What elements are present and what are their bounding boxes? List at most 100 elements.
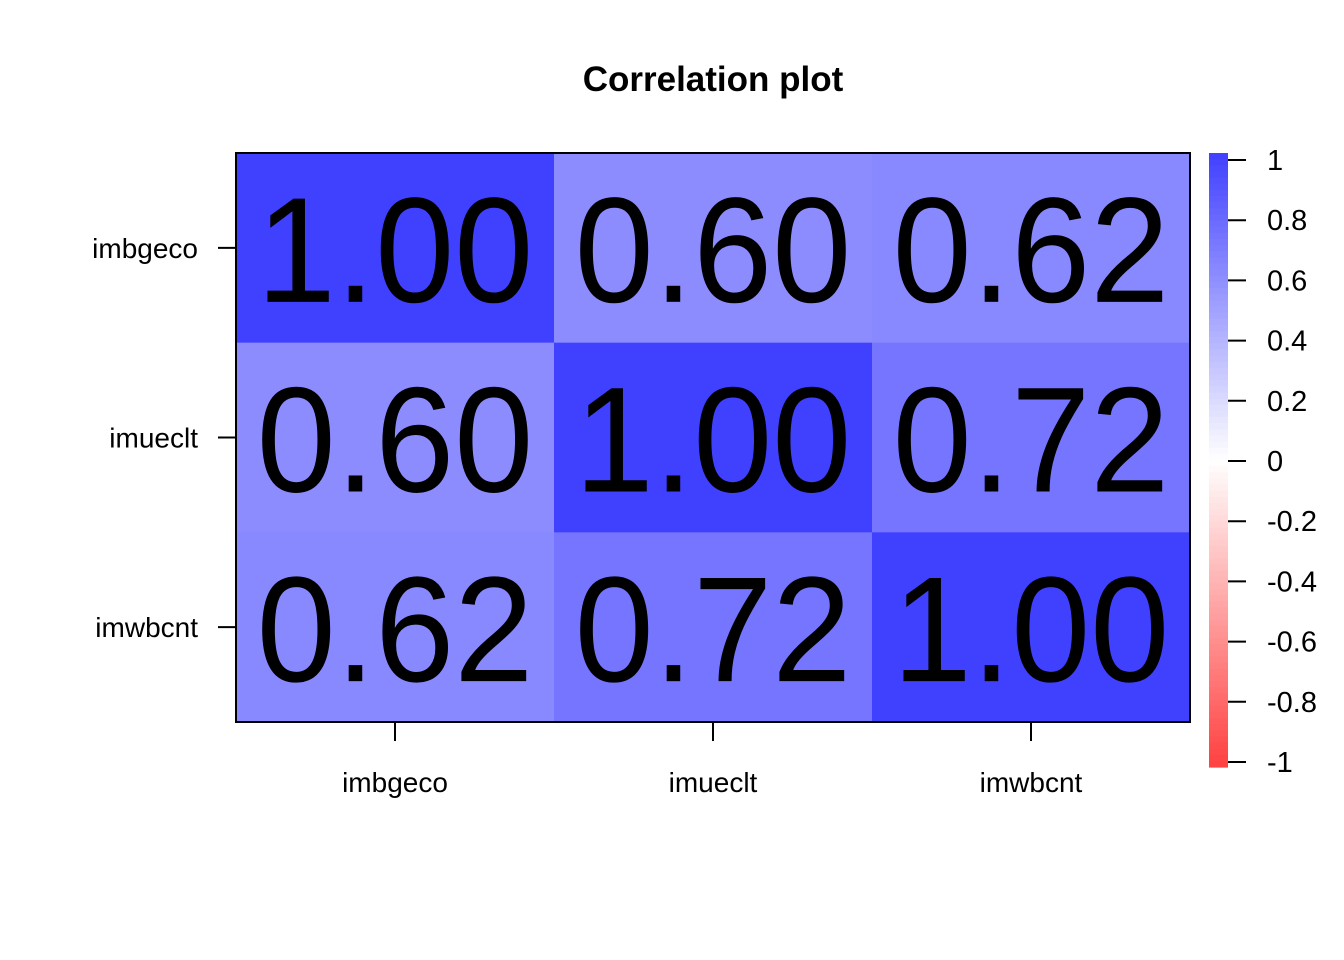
legend-color-step [1209,300,1228,308]
legend-color-step [1209,631,1228,639]
legend-color-step [1209,398,1228,406]
cell-value-label: 1.00 [893,545,1170,713]
legend-color-step [1209,558,1228,565]
legend-color-step [1209,386,1228,394]
legend-tick-label: 0.2 [1267,386,1307,418]
legend-color-step [1209,423,1228,430]
legend-color-step [1209,312,1228,320]
legend-color-step [1209,484,1228,492]
y-tick-label: imbgeco [92,233,198,264]
legend-color-step [1209,189,1228,197]
legend-tick-label: -0.4 [1267,566,1317,598]
legend-color-step [1209,159,1228,166]
legend-tick-label: 0 [1267,446,1283,478]
legend-color-step [1209,705,1228,713]
heatmap-cell [554,342,873,533]
cell-value-label: 0.72 [575,545,852,713]
legend-color-step [1209,410,1228,418]
legend-color-step [1209,183,1228,191]
legend-color-step [1209,165,1228,173]
legend-color-step [1209,742,1228,750]
legend-color-step [1209,251,1228,258]
legend-color-step [1209,595,1228,602]
legend-color-step [1209,208,1228,215]
legend-color-step [1209,711,1228,719]
legend-color-step [1209,662,1228,670]
legend-color-step [1209,730,1228,737]
legend-color-step [1209,294,1228,301]
legend-color-step [1209,306,1228,314]
legend-color-step [1209,650,1228,658]
legend-color-step [1209,226,1228,234]
legend-color-step [1209,717,1228,725]
legend-color-step [1209,380,1228,387]
heatmap-cell [872,342,1191,533]
legend-color-step [1209,674,1228,682]
legend-color-step [1209,502,1228,510]
legend-color-step [1209,447,1228,455]
legend-tick-label: 0.4 [1267,326,1307,358]
legend-color-step [1209,699,1228,707]
heatmap-cells [236,153,1191,723]
legend-color-step [1209,754,1228,762]
legend-color-step [1209,533,1228,541]
legend-color-step [1209,453,1228,461]
legend-color-step [1209,515,1228,522]
legend-color-step [1209,588,1228,596]
legend-color-step [1209,263,1228,271]
legend-color-step [1209,257,1228,265]
legend-tick-label: -1 [1267,747,1293,779]
heatmap-cell-labels: 1.00 0.60 0.620.60 1.00 0.720.62 0.72 1.00 [257,166,1170,713]
legend-color-step [1209,392,1228,400]
legend-color-step [1209,496,1228,504]
cell-value-label: 0.60 [257,356,534,524]
legend-color-step [1209,748,1228,756]
legend-color-step [1209,232,1228,240]
legend-color-step [1209,238,1228,246]
legend-color-step [1209,539,1228,547]
cell-value-label: 0.62 [893,166,1170,334]
legend-color-step [1209,521,1228,529]
legend-color-step [1209,171,1228,179]
legend-color-step [1209,318,1228,326]
legend-color-step [1209,417,1228,424]
legend-color-step [1209,337,1228,344]
legend-tick-label: -0.8 [1267,687,1317,719]
legend-color-step [1209,245,1228,252]
legend-color-step [1209,760,1228,768]
legend-color-step [1209,668,1228,676]
legend-tick-label: -0.2 [1267,506,1317,538]
legend-color-step [1209,343,1228,351]
legend-color-step [1209,355,1228,363]
heatmap-cell [872,153,1191,344]
heatmap-cell [236,532,555,723]
legend-color-step [1209,607,1228,615]
legend-color-step [1209,601,1228,608]
legend-color-step [1209,724,1228,731]
legend-color-step [1209,693,1228,701]
legend-color-step [1209,625,1228,633]
legend-color-step [1209,564,1228,572]
legend-color-step [1209,153,1228,160]
legend-color-step [1209,281,1228,289]
legend-color-step [1209,202,1228,209]
heatmap-cell [554,532,873,723]
cell-value-label: 1.00 [575,356,852,524]
chart-title: Correlation plot [583,60,844,99]
legend-color-step [1209,404,1228,412]
legend-color-step [1209,570,1228,578]
legend-color-step [1209,644,1228,651]
legend-color-step [1209,472,1228,480]
legend-color-step [1209,361,1228,369]
x-axis: imbgeco imueclt imwbcnt [342,722,1083,798]
cell-value-label: 0.72 [893,356,1170,524]
legend-color-step [1209,619,1228,627]
heatmap-cell [554,153,873,344]
legend-color-step [1209,681,1228,688]
legend-color-step [1209,324,1228,332]
legend-color-step [1209,552,1228,559]
y-tick-label: imwbcnt [95,612,198,643]
legend-color-step [1209,367,1228,375]
legend-tick-label: 1 [1267,145,1283,177]
